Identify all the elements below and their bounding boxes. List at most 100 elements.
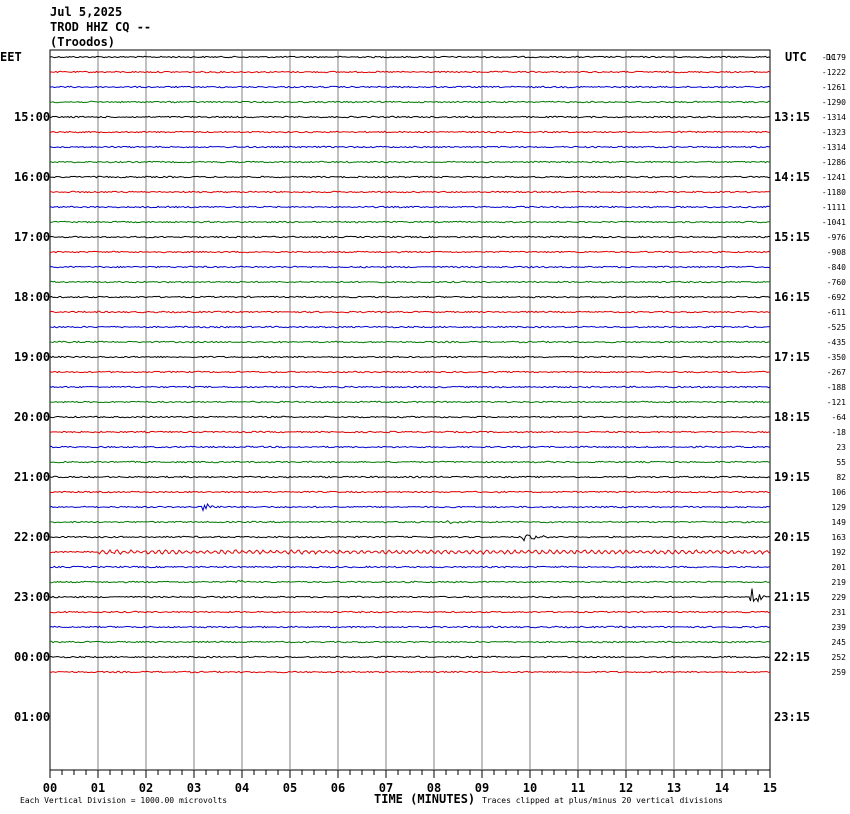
trace-row-32 [49, 534, 771, 542]
plot-frame [49, 49, 771, 771]
dc-offset-label: -188 [827, 383, 846, 392]
x-tick-label: 13 [667, 781, 681, 795]
x-tick-label: 11 [571, 781, 585, 795]
dc-offset-label: 239 [832, 623, 847, 632]
left-hour-label: 19:00 [14, 350, 50, 364]
x-tick-label: 14 [715, 781, 729, 795]
dc-offset-label: -18 [832, 428, 847, 437]
seismic-traces [49, 55, 771, 674]
dc-offset-label: -350 [827, 353, 846, 362]
right-hour-label: 19:15 [774, 470, 810, 484]
trace-row-31 [49, 520, 771, 525]
right-hour-label: 18:15 [774, 410, 810, 424]
left-hour-label: 17:00 [14, 230, 50, 244]
trace-row-1 [49, 70, 771, 74]
scale-note: Each Vertical Division = 1000.00 microvo… [20, 796, 227, 805]
trace-row-14 [49, 265, 771, 269]
dc-offset-label: -1314 [822, 113, 846, 122]
right-hour-label: 21:15 [774, 590, 810, 604]
right-hour-label: 13:15 [774, 110, 810, 124]
left-hour-label: 20:00 [14, 410, 50, 424]
grid-lines [97, 50, 723, 770]
trace-row-7 [49, 160, 771, 164]
x-tick-label: 10 [523, 781, 537, 795]
left-hour-label: 01:00 [14, 710, 50, 724]
header-location: (Troodos) [50, 35, 115, 49]
x-axis-title: TIME (MINUTES) [374, 792, 475, 806]
left-hour-label: 18:00 [14, 290, 50, 304]
dc-offset-label: -121 [827, 398, 846, 407]
trace-row-26 [49, 445, 771, 449]
trace-row-17 [49, 310, 771, 314]
dc-offset-label: -611 [827, 308, 846, 317]
trace-row-18 [49, 325, 771, 329]
x-tick-label: 00 [43, 781, 57, 795]
trace-row-41 [49, 670, 771, 674]
trace-row-9 [49, 190, 771, 194]
trace-row-36 [49, 588, 771, 603]
x-axis: 00 01 02 03 04 05 06 07 08 09 10 11 12 13 14 15 [43, 770, 777, 795]
trace-row-4 [49, 115, 771, 119]
trace-row-6 [49, 145, 771, 149]
trace-row-35 [49, 579, 771, 584]
right-zone-label: UTC [785, 50, 807, 64]
trace-row-10 [49, 205, 770, 209]
dc-offset-label: -1261 [822, 83, 846, 92]
dc-offset-label: 163 [832, 533, 847, 542]
left-hour-label: 16:00 [14, 170, 50, 184]
dc-offset-label: -1241 [822, 173, 846, 182]
dc-offset-label: -840 [827, 263, 846, 272]
header-station: TROD HHZ CQ -- [50, 20, 151, 34]
dc-offset-label: -976 [827, 233, 846, 242]
dc-offset-label: 252 [832, 653, 847, 662]
right-hour-label: 14:15 [774, 170, 810, 184]
dc-offset-label: -1290 [822, 98, 846, 107]
trace-row-3 [49, 100, 771, 104]
dc-offset-label: 23 [836, 443, 846, 452]
trace-row-21 [49, 370, 770, 374]
right-hour-label: 22:15 [774, 650, 810, 664]
trace-row-16 [49, 295, 771, 299]
dc-offset-label: -435 [827, 338, 846, 347]
dc-offset-label: -1286 [822, 158, 846, 167]
left-hour-label: 23:00 [14, 590, 50, 604]
dc-offset-label: 55 [836, 458, 846, 467]
dc-offset-label: -760 [827, 278, 846, 287]
trace-row-12 [49, 235, 771, 239]
x-tick-label: 01 [91, 781, 105, 795]
right-hour-label: 20:15 [774, 530, 810, 544]
trace-row-34 [49, 565, 771, 569]
left-hour-label: 00:00 [14, 650, 50, 664]
right-hour-label: 15:15 [774, 230, 810, 244]
dc-offset-label: -1222 [822, 68, 846, 77]
dc-offset-label: -908 [827, 248, 846, 257]
header-date: Jul 5,2025 [50, 5, 122, 19]
dc-offset-label: -64 [832, 413, 847, 422]
x-tick-label: 12 [619, 781, 633, 795]
trace-row-20 [49, 355, 771, 359]
right-hour-labels: 13:15 14:15 15:15 16:15 17:15 18:15 19:15 20:15… [774, 110, 810, 724]
x-tick-label: 06 [331, 781, 345, 795]
trace-row-2 [49, 85, 771, 89]
dc-offset-label: 106 [832, 488, 847, 497]
left-hour-label: 15:00 [14, 110, 50, 124]
left-hour-label: 21:00 [14, 470, 50, 484]
trace-row-15 [49, 280, 771, 284]
right-hour-label: 17:15 [774, 350, 810, 364]
x-tick-label: 02 [139, 781, 153, 795]
dc-offset-label: 219 [832, 578, 847, 587]
x-tick-label: 04 [235, 781, 249, 795]
x-tick-label: 15 [763, 781, 777, 795]
trace-row-29 [49, 490, 770, 494]
x-tick-label: 07 [379, 781, 393, 795]
dc-offset-label: 245 [832, 638, 847, 647]
dc-offset-label: -1314 [822, 143, 846, 152]
trace-row-23 [49, 400, 771, 404]
x-tick-label: 08 [427, 781, 441, 795]
trace-row-8 [49, 175, 771, 179]
clip-note: Traces clipped at plus/minus 20 vertical… [482, 796, 723, 805]
dc-offset-label: -692 [827, 293, 846, 302]
dc-label: DC [826, 53, 836, 62]
x-tick-label: 09 [475, 781, 489, 795]
